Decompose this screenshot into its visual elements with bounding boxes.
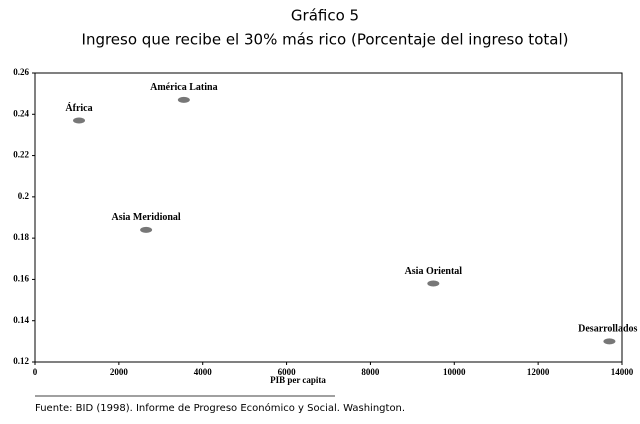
point-label: Asia Oriental	[405, 266, 463, 277]
x-tick-label: 12000	[527, 367, 550, 377]
y-tick-label: 0.18	[13, 232, 29, 242]
point-label: Desarrollados	[578, 324, 637, 335]
point-label: África	[65, 102, 92, 114]
point	[140, 226, 153, 233]
chart-subtitle: Ingreso que recibe el 30% más rico (Porc…	[82, 31, 569, 49]
y-tick-label: 0.22	[13, 150, 29, 160]
y-tick-label: 0.14	[13, 315, 29, 325]
y-tick-label: 0.2	[18, 191, 30, 201]
point	[177, 96, 190, 103]
point	[427, 280, 440, 287]
x-tick-label: 14000	[611, 367, 634, 377]
point	[603, 338, 616, 345]
x-tick-label: 8000	[361, 367, 380, 377]
x-tick-label: 0	[33, 367, 38, 377]
point-label: América Latina	[150, 82, 218, 93]
point-label: Asia Meridional	[112, 212, 181, 223]
y-tick-label: 0.12	[13, 356, 29, 366]
y-tick-label: 0.24	[13, 108, 29, 118]
chart-title: Gráfico 5	[291, 7, 359, 25]
x-tick-label: 6000	[278, 367, 297, 377]
y-tick-label: 0.26	[13, 67, 29, 77]
x-tick-label: 4000	[194, 367, 213, 377]
y-tick-label: 0.16	[13, 273, 29, 283]
x-axis-label: PIB per capita	[270, 375, 326, 385]
plot-frame	[34, 72, 623, 363]
x-tick-label: 10000	[443, 367, 466, 377]
point	[73, 117, 86, 124]
source-note: Fuente: BID (1998). Informe de Progreso …	[35, 402, 405, 414]
x-tick-label: 2000	[110, 367, 129, 377]
